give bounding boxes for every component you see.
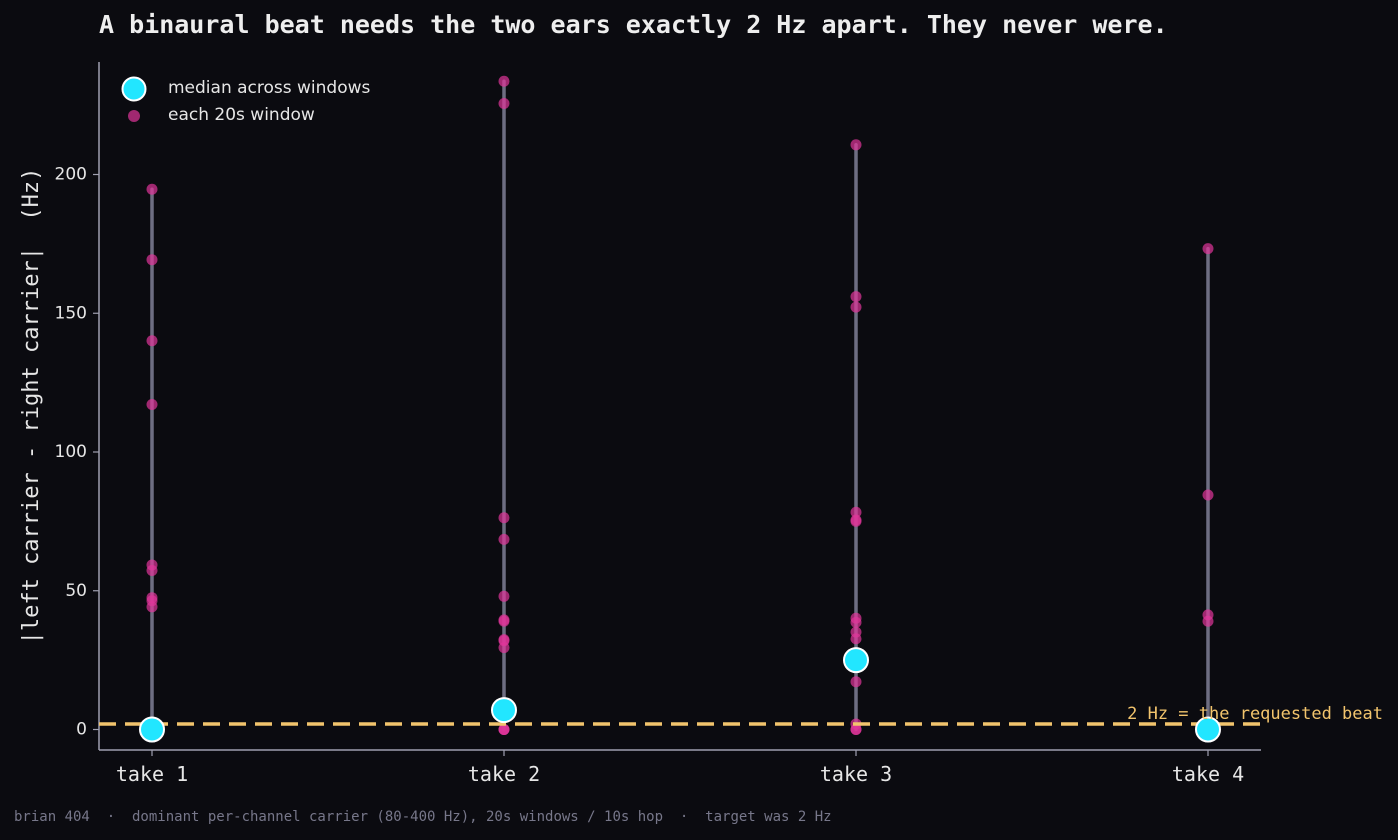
window-point xyxy=(498,512,510,524)
window-points xyxy=(146,75,1214,735)
x-tick-label: take 1 xyxy=(116,762,188,786)
legend-label-window: each 20s window xyxy=(168,105,315,125)
y-axis-label: |left carrier - right carrier| (Hz) xyxy=(19,168,44,645)
window-point xyxy=(146,399,158,411)
median-points xyxy=(139,647,1221,743)
window-point xyxy=(146,601,158,613)
legend-marker-window xyxy=(128,110,140,122)
window-point xyxy=(850,139,862,151)
window-point xyxy=(498,97,510,109)
window-point xyxy=(498,590,510,602)
window-point xyxy=(1202,489,1214,501)
median-point xyxy=(139,716,165,743)
window-point xyxy=(850,676,862,688)
median-point xyxy=(1195,716,1221,743)
window-point xyxy=(146,183,158,195)
window-point xyxy=(498,615,510,627)
footer-note: brian 404 · dominant per-channel carrier… xyxy=(14,809,832,825)
legend: median across windows each 20s window xyxy=(121,76,371,125)
y-tick-label: 0 xyxy=(76,720,87,740)
axes: 0 50 100 150 200 take 1 take 2 take 3 take 4 xyxy=(55,62,1261,786)
y-tick-label: 100 xyxy=(55,442,87,462)
x-tick-label: take 4 xyxy=(1172,762,1244,786)
y-tick-label: 50 xyxy=(65,581,87,601)
legend-marker-median xyxy=(121,76,147,102)
window-point xyxy=(146,254,158,266)
window-point xyxy=(498,75,510,87)
legend-label-median: median across windows xyxy=(168,78,371,98)
window-point xyxy=(850,724,862,735)
window-point xyxy=(498,724,510,735)
window-point xyxy=(850,616,862,628)
x-tick-label: take 2 xyxy=(468,762,540,786)
chart-title: A binaural beat needs the two ears exact… xyxy=(99,10,1168,39)
window-point xyxy=(850,291,862,303)
window-point xyxy=(498,642,510,654)
window-point xyxy=(1202,615,1214,627)
y-tick-label: 150 xyxy=(55,303,87,323)
window-point xyxy=(146,335,158,347)
window-point xyxy=(850,506,862,518)
window-point xyxy=(498,533,510,545)
window-point xyxy=(850,301,862,313)
window-point xyxy=(1202,243,1214,255)
window-point xyxy=(146,564,158,576)
median-point xyxy=(491,697,517,724)
median-point xyxy=(843,647,869,674)
whiskers xyxy=(150,79,1210,732)
x-tick-label: take 3 xyxy=(820,762,892,786)
reference-line-label: 2 Hz = the requested beat xyxy=(1127,704,1383,724)
window-point xyxy=(850,515,862,527)
window-point xyxy=(850,633,862,645)
y-tick-label: 200 xyxy=(55,165,87,185)
